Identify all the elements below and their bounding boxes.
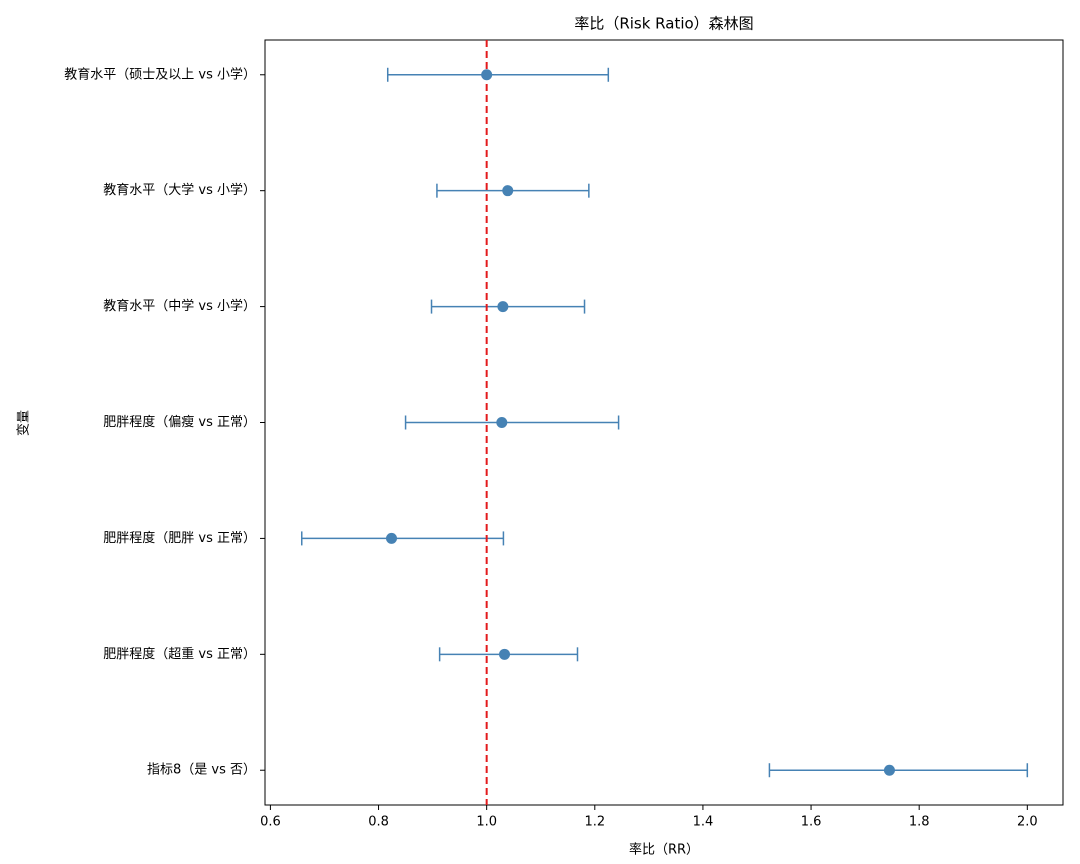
y-tick-label: 教育水平（硕士及以上 vs 小学） (64, 66, 256, 82)
point-estimate (883, 764, 895, 776)
point-estimate (502, 185, 514, 197)
y-tick-label: 肥胖程度（超重 vs 正常） (103, 646, 256, 662)
point-estimate (386, 532, 398, 544)
y-axis-label: 变量 (16, 410, 32, 436)
chart-title: 率比（Risk Ratio）森林图 (574, 15, 753, 33)
point-estimate (496, 417, 508, 428)
y-tick-label: 教育水平（大学 vs 小学） (103, 182, 256, 198)
point-estimate (481, 69, 493, 81)
x-tick-label: 2.0 (1017, 815, 1038, 830)
x-tick-label: 1.0 (476, 815, 497, 830)
y-tick-label: 指标8（是 vs 否） (147, 763, 256, 778)
x-tick-label: 0.8 (368, 815, 389, 830)
plot-frame (264, 39, 1064, 806)
x-tick-label: 1.6 (801, 815, 822, 830)
y-tick-label: 教育水平（中学 vs 小学） (103, 298, 256, 314)
point-estimate (497, 301, 509, 313)
x-tick-label: 1.4 (693, 815, 714, 830)
point-estimate (499, 648, 511, 660)
x-tick-label: 1.2 (584, 815, 605, 830)
y-tick-label: 肥胖程度（偏瘦 vs 正常） (103, 414, 256, 430)
x-axis-label: 率比（RR） (629, 842, 699, 858)
y-tick-label: 肥胖程度（肥胖 vs 正常） (103, 530, 256, 546)
x-tick-label: 1.8 (909, 815, 930, 830)
x-tick-label: 0.6 (260, 815, 281, 830)
